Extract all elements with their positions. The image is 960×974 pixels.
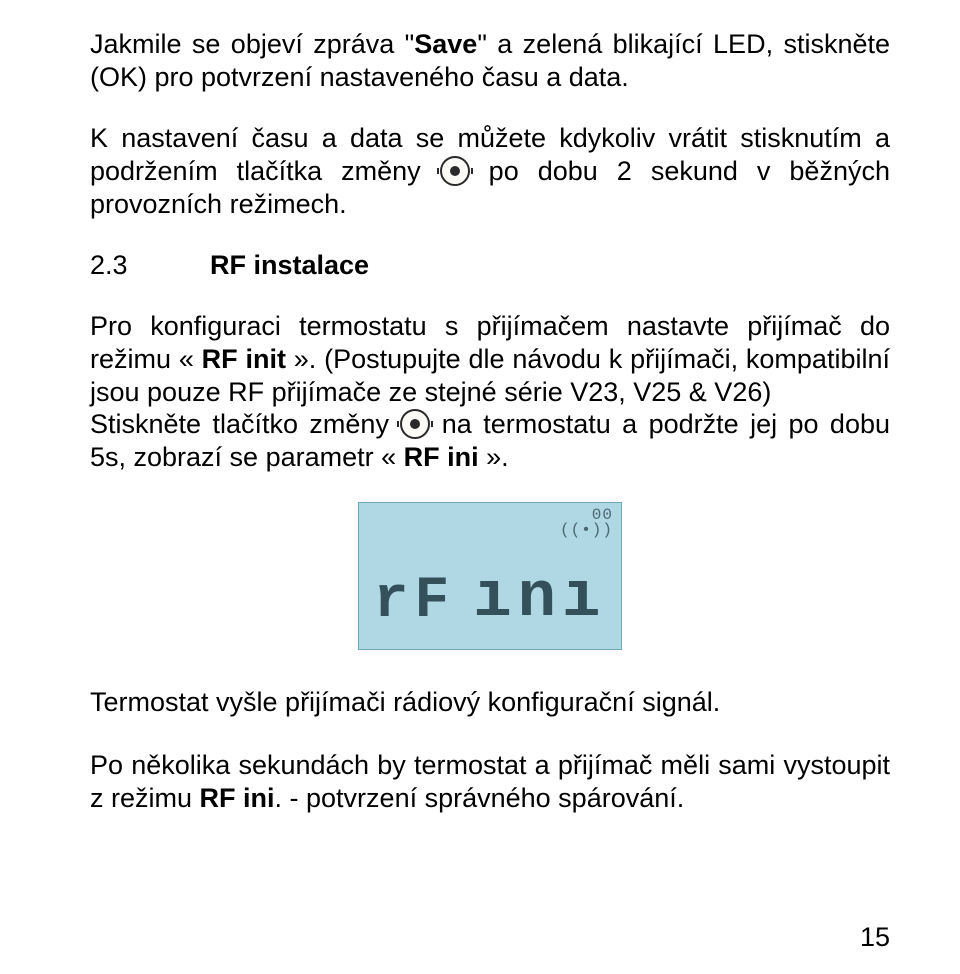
lcd-display: 00 ((•)) rF ını	[358, 502, 622, 650]
lcd-corner-info: 00 ((•))	[560, 508, 613, 538]
lcd-corner-line2: ((•))	[560, 523, 613, 538]
text-p4-part3: ».	[479, 442, 509, 472]
text-save-bold: Save	[414, 29, 477, 59]
section-heading: 2.3RF instalace	[90, 249, 890, 282]
paragraph-rf-config: Pro konfiguraci termostatu s přijímačem …	[90, 310, 890, 409]
paragraph-press-change: Stiskněte tlačítko změny na termostatu a…	[90, 408, 890, 474]
lcd-main-readout: rF ını	[359, 567, 621, 631]
text-p6-part2: . - potvrzení správného spárování.	[275, 783, 685, 813]
change-button-icon	[400, 409, 430, 439]
document-page: Jakmile se objeví zpráva "Save" a zelená…	[0, 0, 960, 974]
section-number: 2.3	[90, 249, 210, 282]
paragraph-pairing-confirm: Po několika sekundách by termostat a při…	[90, 749, 890, 815]
text-rf-ini-bold-2: RF ini	[200, 783, 275, 813]
paragraph-signal-sent: Termostat vyšle přijímači rádiový konfig…	[90, 686, 890, 719]
change-button-icon	[440, 156, 470, 186]
text-pre-save: Jakmile se objeví zpráva "	[90, 29, 414, 59]
lcd-text-rf: rF	[374, 573, 456, 631]
text-p4-part1: Stiskněte tlačítko změny	[90, 409, 400, 439]
lcd-text-ini: ını	[473, 567, 606, 631]
page-number: 15	[860, 921, 890, 954]
section-title: RF instalace	[210, 250, 369, 280]
paragraph-return-to-settings: K nastavení času a data se můžete kdykol…	[90, 122, 890, 221]
text-rf-init-bold: RF init	[202, 344, 286, 374]
text-rf-ini-bold: RF ini	[404, 442, 479, 472]
paragraph-save-prompt: Jakmile se objeví zpráva "Save" a zelená…	[90, 28, 890, 94]
